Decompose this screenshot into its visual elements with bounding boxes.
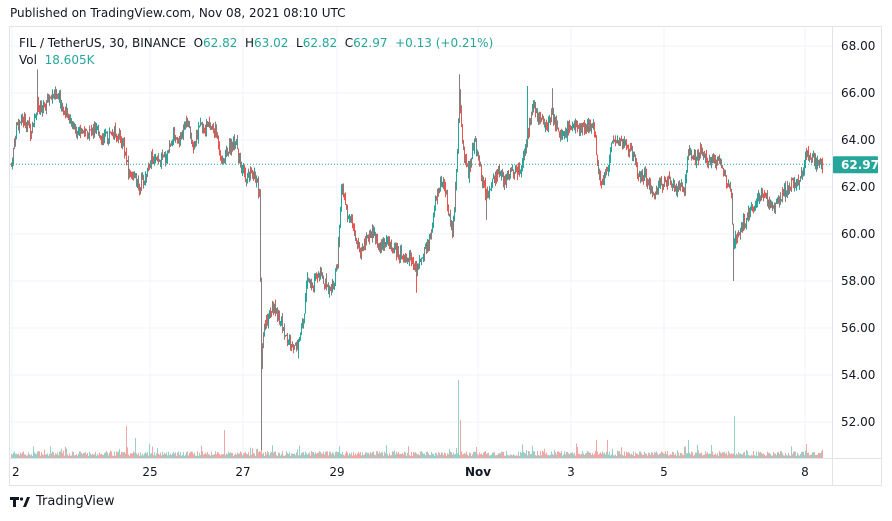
volume-bars — [11, 380, 823, 458]
price-tick: 62.00 — [841, 180, 875, 194]
time-axis[interactable]: 2 25 27 29 Nov 3 5 8 — [12, 465, 809, 479]
last-price-label: 62.97 — [841, 158, 879, 172]
change-value: +0.13 (+0.21%) — [395, 36, 494, 50]
time-tick: 27 — [235, 465, 250, 479]
open-value: 62.82 — [203, 36, 238, 50]
time-tick: 2 — [12, 465, 20, 479]
chart-legend: FIL / TetherUS, 30, BINANCE O62.82 H63.0… — [19, 35, 493, 69]
brand-name[interactable]: TradingView — [36, 494, 115, 509]
grid-lines — [10, 27, 882, 485]
published-caption: Published on TradingView.com, Nov 08, 20… — [10, 6, 346, 20]
symbol-title[interactable]: FIL / TetherUS, 30, BINANCE — [19, 36, 186, 50]
time-tick: 8 — [801, 465, 809, 479]
time-tick: Nov — [465, 465, 491, 479]
time-tick: 3 — [567, 465, 575, 479]
price-tick: 68.00 — [841, 39, 875, 53]
close-value: 62.97 — [353, 36, 388, 50]
price-tick: 66.00 — [841, 86, 875, 100]
chart-frame[interactable] — [9, 26, 882, 486]
time-tick: 5 — [660, 465, 668, 479]
volume-label: Vol — [19, 53, 37, 67]
price-tick: 60.00 — [841, 227, 875, 241]
high-value: 63.02 — [254, 36, 289, 50]
price-tick: 52.00 — [841, 415, 875, 429]
candles — [11, 69, 823, 451]
volume-value: 18.605K — [44, 53, 95, 67]
tradingview-logo-icon — [10, 496, 30, 507]
last-price-tag: 62.97 — [833, 156, 879, 174]
price-tick: 56.00 — [841, 321, 875, 335]
time-tick: 25 — [142, 465, 157, 479]
price-tick: 54.00 — [841, 368, 875, 382]
low-value: 62.82 — [302, 36, 338, 50]
price-tick: 64.00 — [841, 133, 875, 147]
ohlc-row: FIL / TetherUS, 30, BINANCE O62.82 H63.0… — [19, 36, 494, 50]
time-tick: 29 — [329, 465, 344, 479]
price-axis[interactable]: 68.00 66.00 64.00 62.00 60.00 58.00 56.00 54.00… — [841, 39, 875, 429]
volume-row: Vol 18.605K — [19, 52, 493, 69]
footer: TradingView — [10, 494, 115, 509]
price-tick: 58.00 — [841, 274, 875, 288]
